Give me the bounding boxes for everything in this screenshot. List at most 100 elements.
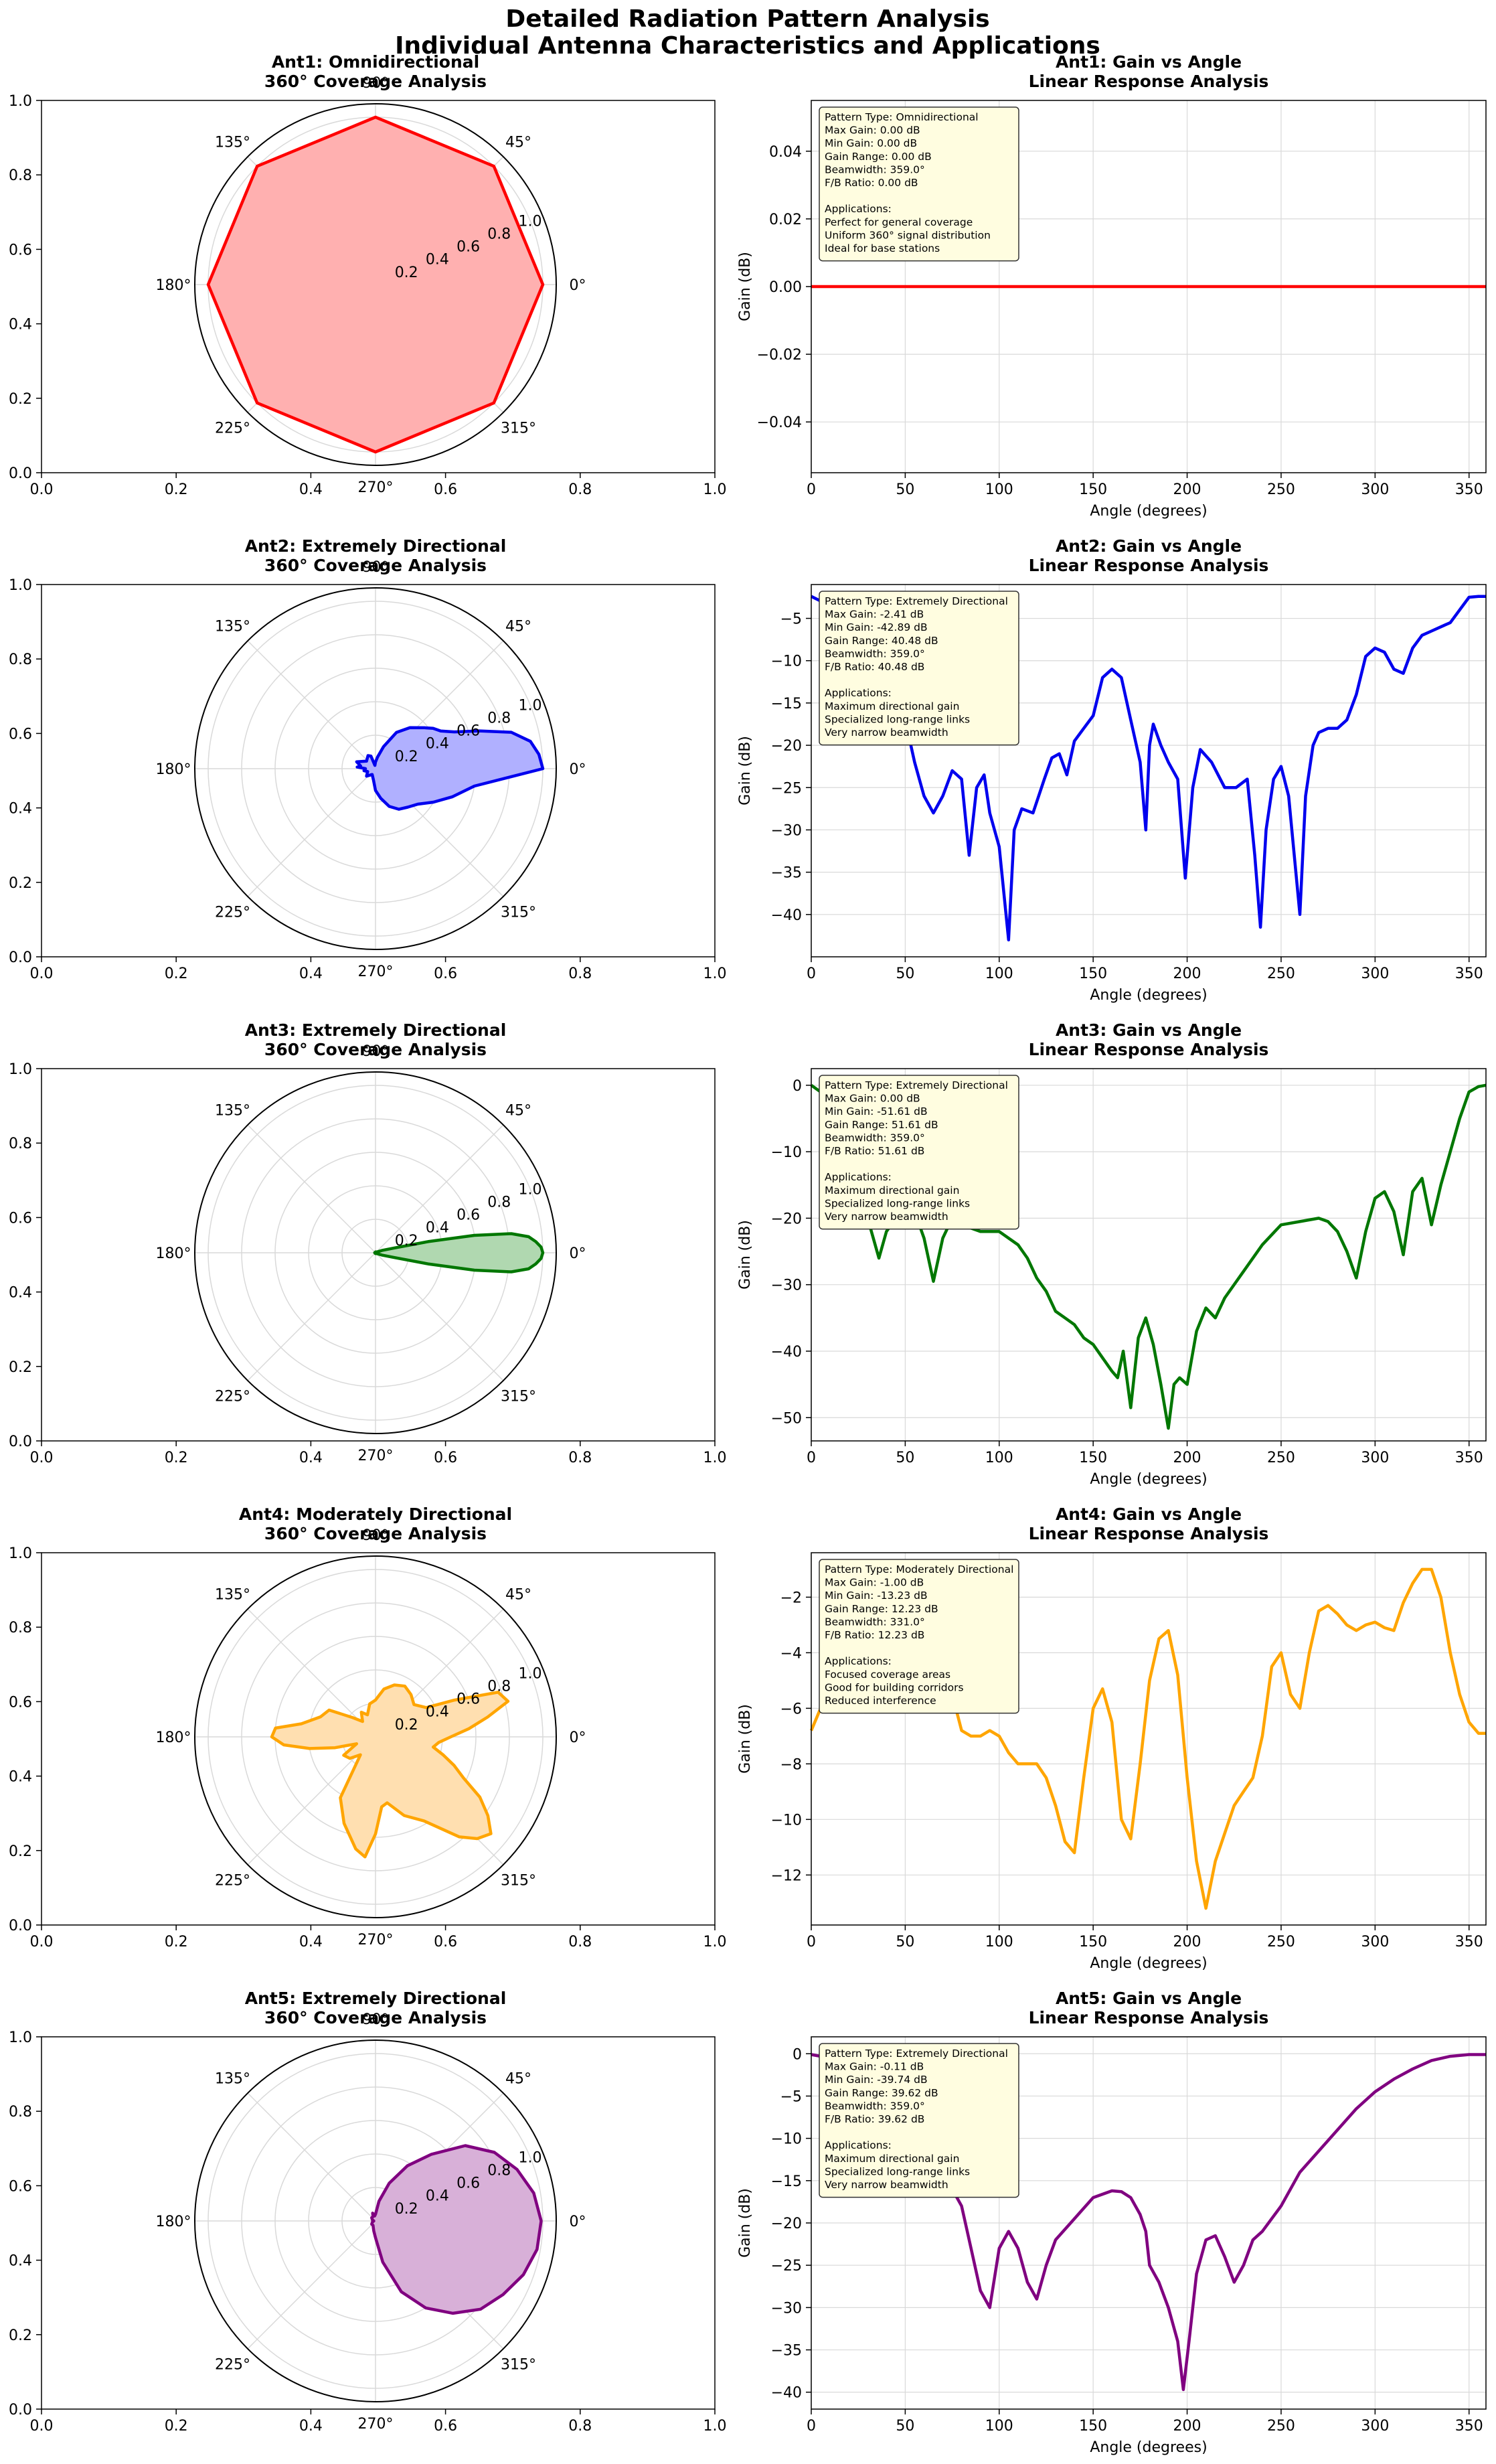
polar-radial-tick-label: 0.4 bbox=[426, 736, 449, 753]
linear-ytick-label: −30 bbox=[771, 822, 802, 839]
info-box-line: Maximum directional gain bbox=[825, 1184, 959, 1197]
polar-grid-spoke bbox=[247, 640, 376, 769]
linear-ytick-label: −4 bbox=[780, 1645, 802, 1662]
linear-xtick-label: 50 bbox=[896, 481, 914, 498]
frame-ytick-label: 0.6 bbox=[9, 242, 32, 258]
linear-xtick-label: 150 bbox=[1079, 1450, 1107, 1466]
polar-panel-ant4: 0.00.0 0.2 0.2 0.4 0.4 0.6 0.6 0.8 0.8 1.0 1.0 0.2 0… bbox=[9, 1505, 727, 1950]
linear-ytick-label: −12 bbox=[771, 1867, 802, 1884]
panels: 0.00.00.20.20.40.40.60.60.80.81.01.00.20… bbox=[9, 52, 1487, 2456]
frame-ytick-label: 1.0 bbox=[9, 2029, 32, 2046]
info-box-line: Maximum directional gain bbox=[825, 700, 959, 712]
frame-ytick-label: 0.0 bbox=[9, 1918, 32, 1934]
linear-title-line-2: Linear Response Analysis bbox=[1029, 72, 1269, 91]
polar-radial-tick-label: 0.8 bbox=[487, 710, 511, 726]
linear-title-line-2: Linear Response Analysis bbox=[1029, 1524, 1269, 1543]
linear-ytick-label: −20 bbox=[771, 738, 802, 755]
polar-title-line-1: Ant3: Extremely Directional bbox=[245, 1020, 507, 1040]
polar-title-line-1: Ant5: Extremely Directional bbox=[245, 1989, 507, 2008]
linear-title-line-1: Ant3: Gain vs Angle bbox=[1056, 1020, 1242, 1040]
frame-xtick-label: 0.0 bbox=[30, 481, 54, 498]
polar-angle-label: 0° bbox=[570, 1245, 586, 1262]
info-box-line: Applications: bbox=[825, 1171, 892, 1183]
polar-radial-tick-label: 0.6 bbox=[456, 723, 480, 740]
linear-xtick-label: 0 bbox=[807, 1934, 816, 1950]
linear-xtick-label: 150 bbox=[1079, 1934, 1107, 1950]
polar-panel-ant3: 0.00.0 0.2 0.2 0.4 0.4 0.6 0.6 0.8 0.8 1.0 1.0 0.2 0… bbox=[9, 1020, 727, 1466]
polar-radial-tick-label: 1.0 bbox=[518, 697, 542, 714]
polar-series-line-ant2 bbox=[355, 726, 545, 811]
polar-radial-tick-label: 0.2 bbox=[395, 2201, 418, 2218]
info-box-line: Gain Range: 12.23 dB bbox=[825, 1603, 938, 1615]
polar-angle-label: 0° bbox=[570, 761, 586, 778]
polar-angle-label: 225° bbox=[215, 1389, 250, 1405]
frame-ytick-label: 0.0 bbox=[9, 1434, 32, 1450]
linear-ytick-label: −25 bbox=[771, 2258, 802, 2275]
linear-xtick-label: 100 bbox=[985, 1934, 1013, 1950]
frame-ytick-label: 0.2 bbox=[9, 2327, 32, 2344]
linear-xtick-label: 200 bbox=[1173, 2418, 1201, 2435]
linear-panel-ant5: 0 50 100 150 200 250 300 350 −40 −35 −30 −25 −20 −15 −… bbox=[737, 1989, 1487, 2456]
linear-ylabel: Gain (dB) bbox=[737, 1220, 754, 1290]
info-box-line: Max Gain: 0.00 dB bbox=[825, 1093, 920, 1105]
frame-ytick-label: 1.0 bbox=[9, 1061, 32, 1078]
polar-grid-spoke bbox=[375, 1252, 504, 1381]
polar-radial-tick-label: 0.8 bbox=[487, 1194, 511, 1211]
polar-grid-spoke bbox=[247, 2092, 376, 2222]
linear-ytick-label: −8 bbox=[780, 1756, 802, 1773]
info-box-line: F/B Ratio: 0.00 dB bbox=[825, 177, 918, 189]
polar-outer-circle bbox=[194, 103, 557, 466]
polar-angle-label: 135° bbox=[215, 2070, 250, 2087]
polar-angle-label: 225° bbox=[215, 420, 250, 437]
info-box-line: Min Gain: -13.23 dB bbox=[825, 1590, 928, 1602]
polar-radial-tick-label: 0.6 bbox=[456, 2175, 480, 2192]
linear-ytick-label: −10 bbox=[771, 1144, 802, 1161]
linear-xtick-label: 300 bbox=[1361, 2418, 1389, 2435]
info-box-line: Ideal for base stations bbox=[825, 242, 940, 254]
linear-xtick-label: 100 bbox=[985, 2418, 1013, 2435]
frame-ytick-label: 0.2 bbox=[9, 1359, 32, 1376]
info-box-line: Beamwidth: 359.0° bbox=[825, 1132, 925, 1144]
info-box-line: F/B Ratio: 51.61 dB bbox=[825, 1145, 924, 1157]
linear-ylabel: Gain (dB) bbox=[737, 2188, 754, 2258]
frame-xtick-label: 1.0 bbox=[703, 481, 727, 498]
polar-angle-label: 135° bbox=[215, 1102, 250, 1119]
frame-xtick-label: 0.2 bbox=[165, 2418, 188, 2435]
linear-panel-ant4: 0 50 100 150 200 250 300 350 −12 −10 −8 −6 −4 −2 Angle… bbox=[737, 1505, 1487, 1972]
polar-frame-3 bbox=[41, 1552, 716, 1926]
info-box-line: Good for building corridors bbox=[825, 1681, 964, 1693]
linear-title-line-1: Ant4: Gain vs Angle bbox=[1056, 1505, 1242, 1524]
polar-angle-label: 180° bbox=[156, 1245, 191, 1262]
frame-xtick-label: 0.2 bbox=[165, 1934, 188, 1950]
frame-xtick-label: 0.4 bbox=[299, 481, 323, 498]
polar-radial-tick-label: 0.2 bbox=[395, 1717, 418, 1734]
linear-xlabel: Angle (degrees) bbox=[1090, 2439, 1207, 2456]
polar-radial-tick-label: 0.2 bbox=[395, 749, 418, 765]
linear-title-line-1: Ant1: Gain vs Angle bbox=[1056, 52, 1242, 72]
polar-angle-label: 270° bbox=[358, 479, 394, 496]
linear-ytick-label: −10 bbox=[771, 653, 802, 670]
frame-xtick-label: 0.0 bbox=[30, 2418, 54, 2435]
info-box-line: Gain Range: 0.00 dB bbox=[825, 151, 932, 163]
suptitle-line-1: Detailed Radiation Pattern Analysis bbox=[505, 5, 989, 33]
info-box-line: Max Gain: -1.00 dB bbox=[825, 1577, 924, 1589]
polar-angle-label: 270° bbox=[358, 1932, 394, 1948]
frame-ytick-label: 0.4 bbox=[9, 1769, 32, 1786]
polar-radial-tick-label: 0.6 bbox=[456, 239, 480, 256]
info-box-line: Pattern Type: Moderately Directional bbox=[825, 1563, 1013, 1575]
info-box-line: Beamwidth: 359.0° bbox=[825, 2100, 925, 2112]
frame-ytick-label: 0.4 bbox=[9, 1285, 32, 1302]
linear-ytick-label: −10 bbox=[771, 1812, 802, 1829]
polar-title-line-1: Ant1: Omnidirectional bbox=[272, 52, 479, 72]
linear-series-line-ant2 bbox=[811, 595, 1486, 941]
polar-radial-tick-label: 0.4 bbox=[426, 2188, 449, 2205]
info-box-line: Gain Range: 39.62 dB bbox=[825, 2087, 938, 2099]
polar-angle-label: 270° bbox=[358, 2416, 394, 2433]
frame-xtick-label: 0.0 bbox=[30, 1450, 54, 1466]
polar-angle-label: 180° bbox=[156, 1729, 191, 1746]
polar-radial-tick-label: 0.2 bbox=[395, 1233, 418, 1249]
frame-xtick-label: 0.8 bbox=[568, 1450, 592, 1466]
frame-ytick-label: 0.6 bbox=[9, 2178, 32, 2195]
linear-frame-ant3 bbox=[811, 1068, 1487, 1442]
